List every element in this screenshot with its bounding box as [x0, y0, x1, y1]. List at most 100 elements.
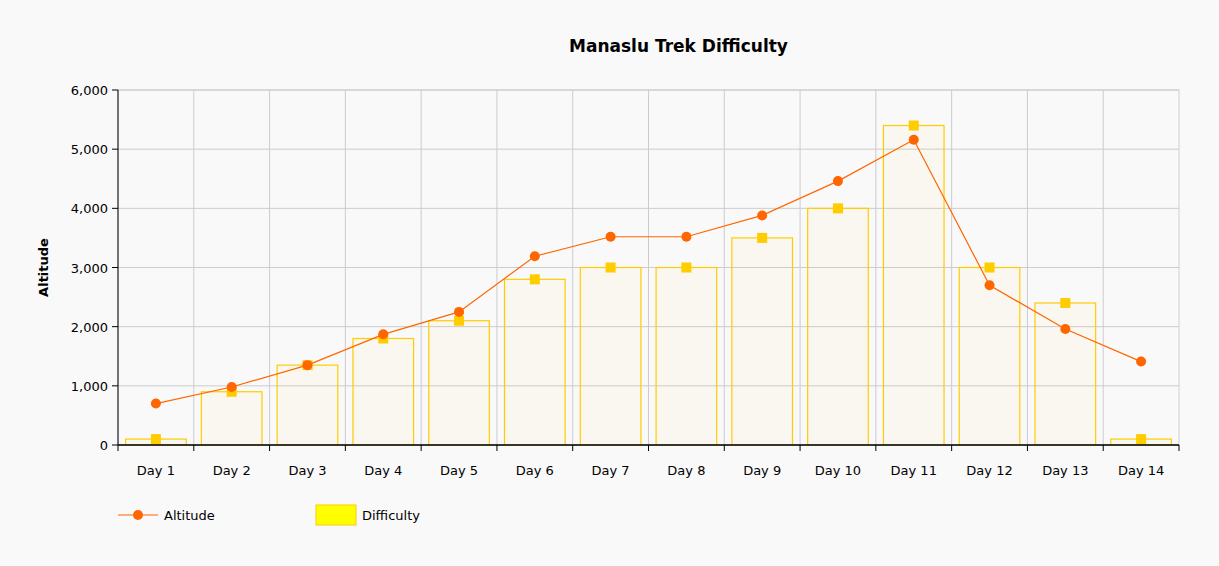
- marker: [681, 263, 691, 273]
- bar: [353, 339, 414, 446]
- y-tick: [112, 149, 118, 150]
- x-tick-label: Day 8: [667, 463, 705, 478]
- x-tick: [269, 445, 270, 451]
- x-tick-label: Day 1: [137, 463, 175, 478]
- y-tick-label: 3,000: [71, 261, 108, 276]
- x-tick-label: Day 10: [815, 463, 861, 478]
- legend-swatch: [316, 505, 356, 525]
- y-tick: [112, 326, 118, 327]
- marker: [681, 232, 691, 242]
- y-tick: [112, 385, 118, 386]
- bar: [580, 268, 641, 446]
- x-tick: [345, 445, 346, 451]
- x-tick: [951, 445, 952, 451]
- line: [156, 140, 1141, 404]
- marker: [151, 434, 161, 444]
- grid-line-vertical: [421, 90, 422, 445]
- y-tick: [112, 208, 118, 209]
- x-tick-label: Day 2: [213, 463, 251, 478]
- marker: [985, 280, 995, 290]
- x-tick-label: Day 4: [364, 463, 402, 478]
- marker: [378, 329, 388, 339]
- title: Manaslu Trek Difficulty: [569, 36, 788, 56]
- grid-line-vertical: [496, 90, 497, 445]
- plot-frame: [118, 90, 1179, 445]
- grid-line-vertical: [269, 90, 270, 445]
- x-tick-label: Day 12: [966, 463, 1012, 478]
- x-tick-label: Day 5: [440, 463, 478, 478]
- x-tick: [648, 445, 649, 451]
- y-tick-label: 0: [100, 438, 108, 453]
- x-tick: [1027, 445, 1028, 451]
- bar: [732, 238, 793, 445]
- bar: [201, 392, 262, 445]
- marker: [833, 203, 843, 213]
- legend-label: Difficulty: [362, 508, 420, 523]
- grid-line-vertical: [951, 90, 952, 445]
- marks: [126, 121, 1172, 446]
- marker: [227, 382, 237, 392]
- chart: Manaslu Trek Difficulty Altitude 0 1,000 2,0…: [0, 0, 1219, 566]
- y-tick-label: 5,000: [71, 142, 108, 157]
- bar: [883, 126, 944, 446]
- marker: [606, 232, 616, 242]
- x-tick: [724, 445, 725, 451]
- marker: [985, 263, 995, 273]
- bar: [429, 321, 490, 445]
- grid-line-vertical: [345, 90, 346, 445]
- grid-line-vertical: [724, 90, 725, 445]
- bar: [505, 279, 566, 445]
- x-tick: [421, 445, 422, 451]
- marker: [757, 233, 767, 243]
- x-tick-label: Day 7: [592, 463, 630, 478]
- marker: [454, 307, 464, 317]
- y-tick-label: 4,000: [71, 201, 108, 216]
- x-tick: [572, 445, 573, 451]
- marker: [1060, 298, 1070, 308]
- marker: [302, 360, 312, 370]
- marker: [454, 316, 464, 326]
- marker: [1136, 434, 1146, 444]
- x-tick-label: Day 11: [891, 463, 937, 478]
- marker: [1060, 324, 1070, 334]
- marker: [151, 399, 161, 409]
- grid-line-vertical: [1027, 90, 1028, 445]
- bar: [959, 268, 1020, 446]
- grid-line-vertical: [193, 90, 194, 445]
- bar: [277, 365, 338, 445]
- x-tick: [193, 445, 194, 451]
- y-tick: [112, 445, 118, 446]
- marker: [606, 263, 616, 273]
- legend-marker: [133, 510, 143, 520]
- marker: [530, 251, 540, 261]
- x-tick: [496, 445, 497, 451]
- x-tick-label: Day 6: [516, 463, 554, 478]
- grid-line-vertical: [648, 90, 649, 445]
- y-axis-label: Altitude: [36, 238, 51, 297]
- bar: [1035, 303, 1096, 445]
- grid-line-vertical: [875, 90, 876, 445]
- bar: [808, 208, 869, 445]
- y-tick-label: 6,000: [71, 83, 108, 98]
- marker: [1136, 357, 1146, 367]
- x-tick: [118, 445, 119, 451]
- marker: [909, 135, 919, 145]
- y-tick-label: 1,000: [71, 379, 108, 394]
- marker: [757, 210, 767, 220]
- grid-line-vertical: [1103, 90, 1104, 445]
- background: [0, 0, 1219, 566]
- x-tick: [1179, 445, 1180, 451]
- x-tick-label: Day 9: [743, 463, 781, 478]
- legend-label: Altitude: [164, 508, 215, 523]
- x-tick: [875, 445, 876, 451]
- x-tick-label: Day 3: [288, 463, 326, 478]
- y-tick: [112, 267, 118, 268]
- x-tick-label: Day 14: [1118, 463, 1164, 478]
- grid-line-vertical: [800, 90, 801, 445]
- marker: [833, 176, 843, 186]
- bar: [656, 268, 717, 446]
- x-tick: [1103, 445, 1104, 451]
- grid-line-vertical: [572, 90, 573, 445]
- y-tick-label: 2,000: [71, 320, 108, 335]
- x-tick-label: Day 13: [1042, 463, 1088, 478]
